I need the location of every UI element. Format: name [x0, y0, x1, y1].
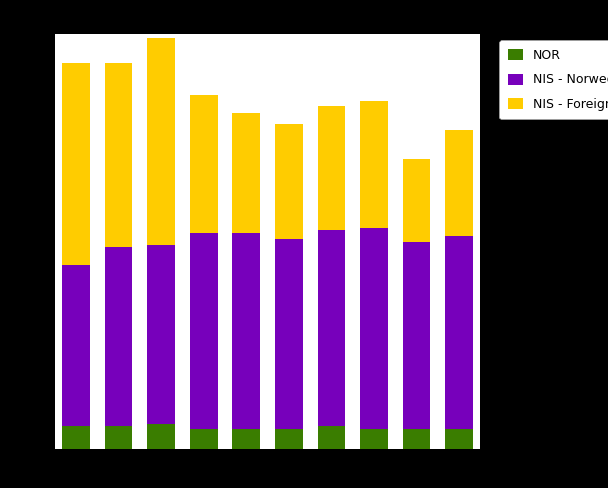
Bar: [360, 228, 388, 429]
Bar: [360, 429, 388, 449]
Bar: [445, 429, 473, 449]
Bar: [105, 63, 133, 247]
Bar: [232, 113, 260, 233]
Bar: [360, 101, 388, 228]
Bar: [402, 429, 430, 449]
Bar: [402, 159, 430, 242]
Bar: [402, 242, 430, 429]
Bar: [275, 239, 303, 429]
Bar: [190, 95, 218, 233]
Bar: [190, 233, 218, 429]
Bar: [147, 38, 175, 245]
Bar: [232, 233, 260, 429]
Bar: [62, 426, 90, 449]
Bar: [232, 429, 260, 449]
Bar: [147, 245, 175, 424]
Bar: [317, 426, 345, 449]
Bar: [62, 63, 90, 264]
Bar: [317, 105, 345, 230]
Bar: [105, 426, 133, 449]
Bar: [147, 424, 175, 449]
Bar: [275, 429, 303, 449]
Bar: [190, 429, 218, 449]
Bar: [317, 230, 345, 426]
Legend: NOR, NIS - Norwegian owned, NIS - Foreign owned: NOR, NIS - Norwegian owned, NIS - Foreig…: [499, 41, 608, 120]
Bar: [105, 247, 133, 426]
Bar: [62, 264, 90, 426]
Bar: [445, 236, 473, 429]
Bar: [275, 124, 303, 239]
Bar: [445, 130, 473, 236]
